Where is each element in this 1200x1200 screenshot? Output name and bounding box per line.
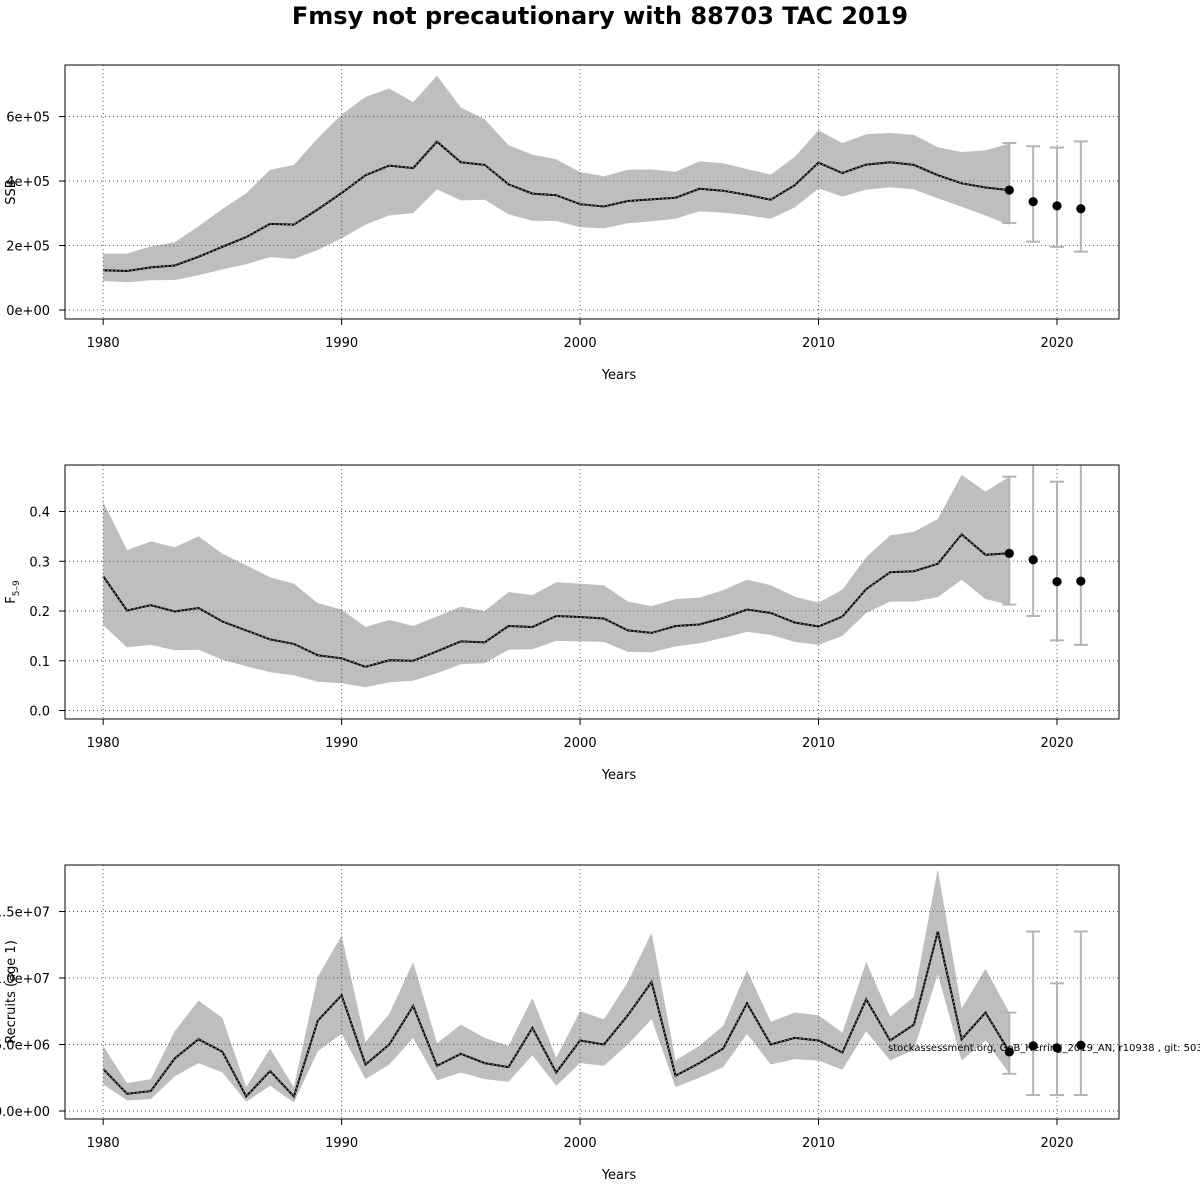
- ssb-ytick-label-3: 6e+05: [6, 111, 50, 126]
- f-ytick-label-1: 0.1: [29, 655, 50, 670]
- recruits-frame: [64, 864, 1120, 1120]
- recruits-forecast-point-2018: [1004, 1047, 1014, 1057]
- recruits-xtick-label-2020: 2020: [1040, 1136, 1073, 1151]
- recruits-forecast-point-2019: [1028, 1041, 1038, 1051]
- recruits-confidence-band: [103, 869, 1010, 1103]
- f-xtick-label-2000: 2000: [564, 736, 597, 751]
- f-yaxis-label: F5–9: [4, 580, 22, 604]
- recruits-ytick-label-3: 1.5e+07: [0, 906, 50, 921]
- f-ytick-label-0: 0.0: [29, 705, 50, 720]
- ssb-forecast-point-2020: [1052, 201, 1062, 211]
- ssb-xtick-label-1980: 1980: [87, 336, 120, 351]
- f-xtick-label-2010: 2010: [802, 736, 835, 751]
- f-xtick-label-1990: 1990: [325, 736, 358, 751]
- recruits-xaxis-label: Years: [601, 1168, 637, 1183]
- recruits-ytick-label-1: 5.0e+06: [0, 1039, 50, 1054]
- recruits-estimate-line-dash: [102, 931, 1010, 1098]
- footnote: stockassessment.org, GoB_Herring_2019_AN…: [888, 1043, 1200, 1054]
- f-forecast-point-2018: [1004, 548, 1014, 558]
- ssb-forecast-point-2019: [1028, 197, 1038, 207]
- ssb-xtick-label-2010: 2010: [802, 336, 835, 351]
- f-confidence-band: [103, 474, 1010, 688]
- f-xtick-label-1980: 1980: [87, 736, 120, 751]
- recruits-xtick-label-2010: 2010: [802, 1136, 835, 1151]
- ssb-ytick-label-1: 2e+05: [6, 240, 50, 255]
- f-ytick-label-4: 0.4: [29, 506, 50, 521]
- recruits-xtick-label-2000: 2000: [564, 1136, 597, 1151]
- recruits-forecast-point-2020: [1052, 1043, 1062, 1053]
- recruits-panel: 1980 1990 2000 2010 2020 0.0e+00 5.0e+06 1.0e+0…: [0, 864, 1120, 1183]
- ssb-xtick-label-1990: 1990: [325, 336, 358, 351]
- ssb-forecast-point-2018: [1004, 185, 1014, 195]
- f-yaxis-label-subscript: 5–9: [12, 580, 22, 596]
- ssb-ytick-label-2: 4e+05: [6, 175, 50, 190]
- recruits-xtick-label-1990: 1990: [325, 1136, 358, 1151]
- ssb-xtick-label-2000: 2000: [564, 336, 597, 351]
- recruits-yaxis-label: Recruits (age 1): [4, 940, 19, 1044]
- f-forecast-point-2020: [1052, 577, 1062, 587]
- ssb-xtick-label-2020: 2020: [1040, 336, 1073, 351]
- ssb-estimate-line-dash: [103, 141, 1010, 272]
- recruits-xtick-label-1980: 1980: [87, 1136, 120, 1151]
- ssb-ytick-label-0: 0e+00: [6, 304, 50, 319]
- f-forecast-point-2019: [1028, 555, 1038, 565]
- fishing-mortality-panel: 1980 1990 2000 2010 2020 0.0 0.1 0.2 0.3 0.4 Years…: [4, 464, 1120, 783]
- f-ytick-label-2: 0.2: [29, 605, 50, 620]
- recruits-ytick-label-0: 0.0e+00: [0, 1105, 50, 1120]
- recruits-ytick-label-2: 1.0e+07: [0, 972, 50, 987]
- chart-title: Fmsy not precautionary with 88703 TAC 20…: [292, 2, 908, 30]
- f-xtick-label-2020: 2020: [1040, 736, 1073, 751]
- f-estimate-line-dash: [102, 533, 1010, 668]
- ssb-confidence-band: [103, 75, 1010, 283]
- f-ytick-label-3: 0.3: [29, 555, 50, 570]
- f-forecast-point-2021: [1076, 576, 1086, 586]
- ssb-yaxis-label: SSB: [4, 179, 19, 204]
- ssb-xaxis-label: Years: [601, 368, 637, 383]
- ssb-panel: 1980 1990 2000 2010 2020 0e+00 2e+05 4e+05 6e+05…: [4, 64, 1120, 383]
- f-xaxis-label: Years: [601, 768, 637, 783]
- ssb-forecast-point-2021: [1076, 204, 1086, 214]
- recruits-forecast-point-2021: [1076, 1040, 1086, 1050]
- f-frame: [64, 464, 1120, 720]
- ssb-frame: [64, 64, 1120, 320]
